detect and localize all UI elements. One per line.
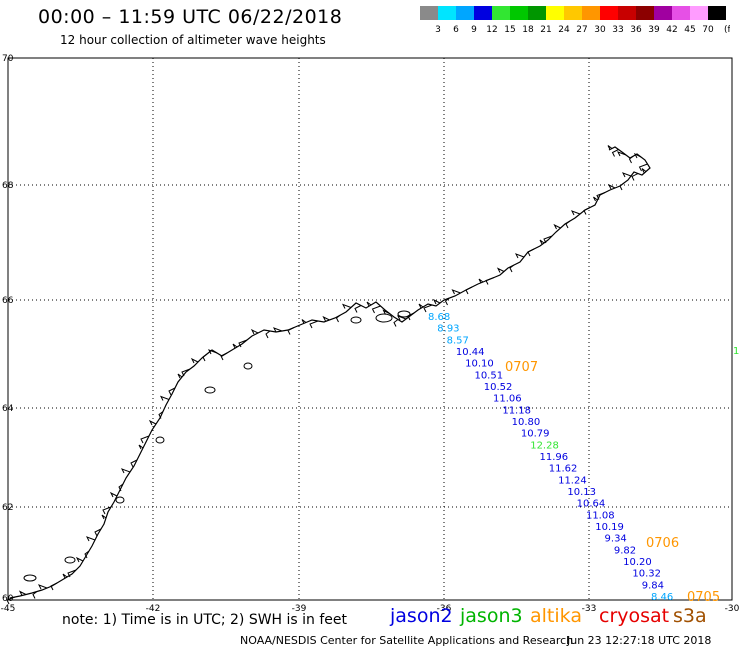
- wave-height-label: 8.57: [447, 335, 469, 346]
- satellite-legend-jason2: jason2: [390, 605, 453, 627]
- wave-height-label: 8.46: [651, 592, 673, 603]
- island: [155, 436, 165, 444]
- fjord-detail: [6, 145, 648, 605]
- colorbar-label: 36: [630, 25, 642, 35]
- colorbar-swatch: [672, 6, 690, 20]
- wave-height-label: 10.32: [632, 569, 661, 580]
- track-time-label: 0706: [646, 536, 679, 551]
- footer-timestamp: Jun 23 12:27:18 UTC 2018: [567, 634, 712, 647]
- colorbar-label: 18: [522, 25, 534, 35]
- colorbar-swatch: [546, 6, 564, 20]
- colorbar-swatch: [438, 6, 456, 20]
- wave-height-label: 9.34: [605, 534, 627, 545]
- colorbar-label: 3: [435, 25, 441, 35]
- island: [115, 496, 125, 504]
- colorbar-label: 12: [486, 25, 497, 35]
- satellite-legend-altika: altika: [530, 605, 582, 627]
- wave-height-label: 8.68: [428, 312, 450, 323]
- latitude-tick-label: 60: [2, 594, 14, 604]
- colorbar-swatch: [510, 6, 528, 20]
- track-time-label: 0705: [687, 590, 720, 605]
- island: [397, 310, 411, 318]
- map-frame: [7, 57, 733, 601]
- wave-height-label: 10.51: [474, 370, 503, 381]
- wave-height-label: 9.82: [614, 545, 636, 556]
- island: [243, 362, 253, 370]
- island: [204, 386, 216, 394]
- footer-credit: NOAA/NESDIS Center for Satellite Applica…: [240, 634, 574, 647]
- longitude-tick-label: -36: [437, 604, 452, 614]
- units-note: note: 1) Time is in UTC; 2) SWH is in fe…: [62, 612, 348, 628]
- colorbar-label: 24: [558, 25, 570, 35]
- latitude-tick-label: 66: [2, 296, 14, 306]
- colorbar-swatch: [564, 6, 582, 20]
- partial-wave-height-label: 1: [733, 346, 739, 357]
- latitude-tick-label: 62: [2, 503, 13, 513]
- longitude-tick-label: -30: [725, 604, 740, 614]
- colorbar-swatch: [618, 6, 636, 20]
- wave-height-label: 10.79: [521, 429, 550, 440]
- wave-height-label: 10.10: [465, 359, 494, 370]
- greenland-coastline: [9, 146, 651, 599]
- colorbar-label: 45: [684, 25, 695, 35]
- colorbar-swatch: [456, 6, 474, 20]
- colorbar-label: 33: [612, 25, 623, 35]
- colorbar-label: 21: [540, 25, 551, 35]
- wave-height-label: 10.52: [484, 382, 513, 393]
- colorbar-swatch: [600, 6, 618, 20]
- colorbar-unit: (ft): [724, 25, 730, 35]
- colorbar-label: 15: [504, 25, 515, 35]
- latitude-tick-label: 64: [2, 404, 14, 414]
- island: [350, 316, 362, 324]
- island: [23, 574, 37, 582]
- wave-height-label: 10.19: [595, 522, 624, 533]
- page-title: 00:00 – 11:59 UTC 06/22/2018: [38, 6, 343, 28]
- latitude-tick-label: 68: [2, 181, 14, 191]
- colorbar-swatch: [582, 6, 600, 20]
- longitude-tick-label: -42: [146, 604, 161, 614]
- colorbar-swatch: [690, 6, 708, 20]
- colorbar-swatch: [708, 6, 726, 20]
- wave-height-label: 8.93: [437, 324, 459, 335]
- wave-height-label: 12.28: [530, 440, 559, 451]
- wave-height-label: 10.13: [567, 487, 596, 498]
- colorbar-swatch: [492, 6, 510, 20]
- colorbar-swatch: [420, 6, 438, 20]
- wave-height-label: 10.80: [512, 417, 541, 428]
- wave-height-label: 11.18: [502, 405, 531, 416]
- colorbar-label: 30: [594, 25, 606, 35]
- satellite-legend-jason3: jason3: [460, 605, 523, 627]
- colorbar-label: 6: [453, 25, 459, 35]
- satellite-legend-s3a: s3a: [673, 605, 707, 627]
- colorbar-swatch: [474, 6, 492, 20]
- colorbar-label: 9: [471, 25, 477, 35]
- colorbar-label: 27: [576, 25, 587, 35]
- colorbar-swatch: [654, 6, 672, 20]
- wave-height-label: 9.84: [642, 580, 664, 591]
- colorbar-swatch: [528, 6, 546, 20]
- longitude-tick-label: -45: [1, 604, 16, 614]
- wave-height-label: 11.96: [540, 452, 569, 463]
- colorbar-swatch: [636, 6, 654, 20]
- wave-height-label: 11.08: [586, 510, 615, 521]
- wave-height-label: 10.44: [456, 347, 485, 358]
- wave-height-label: 11.24: [558, 475, 587, 486]
- page-subtitle: 12 hour collection of altimeter wave hei…: [60, 33, 326, 47]
- longitude-tick-label: -39: [292, 604, 307, 614]
- wave-height-label: 10.64: [577, 499, 606, 510]
- colorbar-label: 42: [666, 25, 677, 35]
- longitude-tick-label: -33: [582, 604, 597, 614]
- wave-height-label: 10.20: [623, 557, 652, 568]
- satellite-legend-cryosat: cryosat: [599, 605, 670, 627]
- island: [64, 556, 76, 564]
- wave-height-label: 11.62: [549, 464, 578, 475]
- track-time-label: 0707: [505, 360, 538, 375]
- colorbar-label: 39: [648, 25, 660, 35]
- colorbar-label: 70: [702, 25, 714, 35]
- wave-height-label: 11.06: [493, 394, 522, 405]
- latitude-tick-label: 70: [2, 54, 14, 64]
- island: [375, 313, 393, 323]
